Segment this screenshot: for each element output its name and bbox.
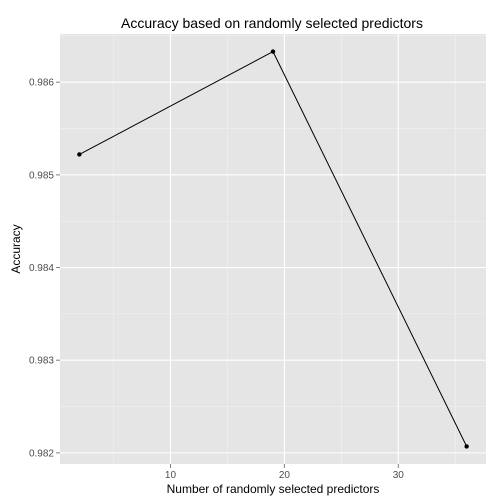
- plot-panel: [60, 34, 486, 464]
- y-axis-title: Accuracy: [9, 224, 23, 273]
- y-tick-label: 0.982: [29, 448, 54, 459]
- data-point: [270, 49, 276, 54]
- x-axis: 10 20 30: [165, 464, 404, 481]
- x-tick-label: 30: [393, 470, 405, 481]
- minor-gridlines: [60, 34, 486, 464]
- y-tick-label: 0.986: [29, 78, 54, 89]
- y-tick-label: 0.985: [29, 170, 54, 181]
- x-tick-label: 10: [165, 470, 177, 481]
- y-tick-label: 0.983: [29, 356, 54, 367]
- data-point: [77, 152, 82, 157]
- chart-title: Accuracy based on randomly selected pred…: [121, 15, 423, 31]
- major-gridlines: [60, 34, 486, 464]
- y-axis: 0.982 0.983 0.984 0.985 0.986: [29, 78, 60, 459]
- x-tick-label: 20: [279, 470, 291, 481]
- x-axis-title: Number of randomly selected predictors: [167, 482, 380, 496]
- y-tick-label: 0.984: [29, 263, 54, 274]
- data-point: [464, 444, 469, 449]
- series-layer: [77, 49, 469, 449]
